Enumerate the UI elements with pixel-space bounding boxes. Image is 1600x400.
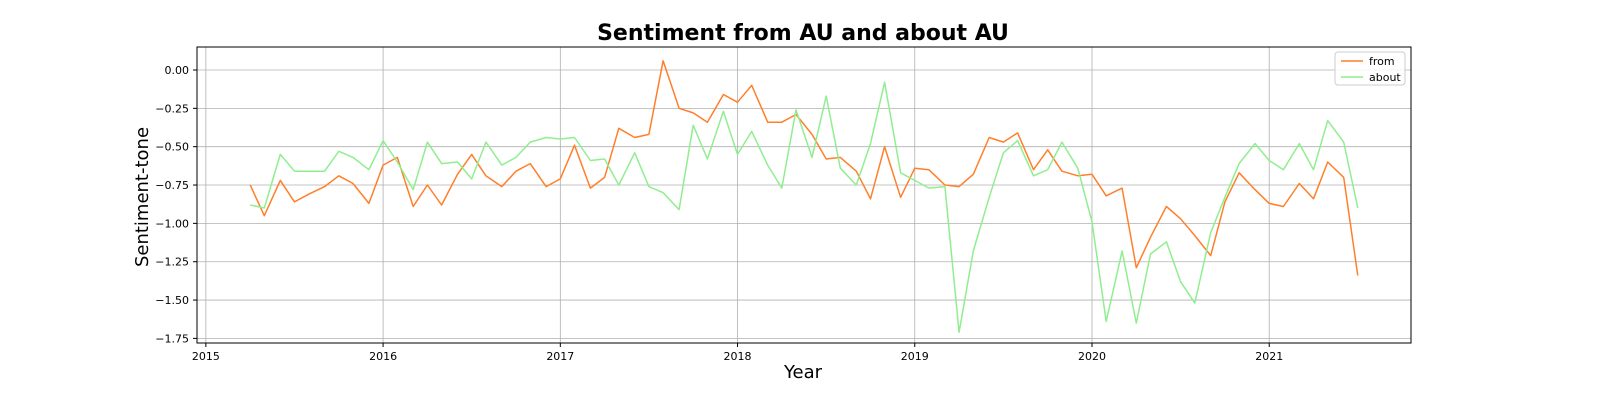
y-tick-label: 0.00 [165, 64, 190, 77]
y-tick-label: −0.75 [155, 179, 189, 192]
y-tick-label: −1.25 [155, 256, 189, 269]
series-line-from [249, 60, 1359, 276]
x-axis-ticks: 2015 2016 2017 2018 2019 2020 2021 [192, 343, 1283, 363]
y-tick-label: −1.50 [155, 294, 189, 307]
y-axis-label: Sentiment-tone [132, 127, 153, 267]
series-line-about [250, 81, 1359, 334]
x-axis-label: Year [783, 362, 823, 383]
x-tick-label: 2018 [724, 350, 752, 363]
x-tick-label: 2016 [369, 350, 397, 363]
y-tick-label: −1.00 [155, 217, 189, 230]
y-tick-label: −1.75 [155, 332, 189, 345]
series-group [249, 60, 1359, 334]
x-tick-label: 2015 [192, 350, 220, 363]
plot-frame [196, 46, 1412, 344]
x-tick-label: 2019 [901, 350, 929, 363]
y-tick-label: −0.25 [155, 102, 189, 115]
x-tick-label: 2020 [1078, 350, 1106, 363]
x-tick-label: 2017 [546, 350, 574, 363]
chart-title: Sentiment from AU and about AU [597, 21, 1009, 46]
y-axis-ticks: 0.00 −0.25 −0.50 −0.75 −1.00 −1.25 −1.50 −1.75 [155, 64, 197, 345]
legend-label-from: from [1369, 55, 1395, 68]
x-tick-label: 2021 [1255, 350, 1283, 363]
grid [197, 47, 1411, 343]
legend-label-about: about [1369, 71, 1401, 84]
y-tick-label: −0.50 [155, 141, 189, 154]
legend: from about [1334, 51, 1406, 86]
